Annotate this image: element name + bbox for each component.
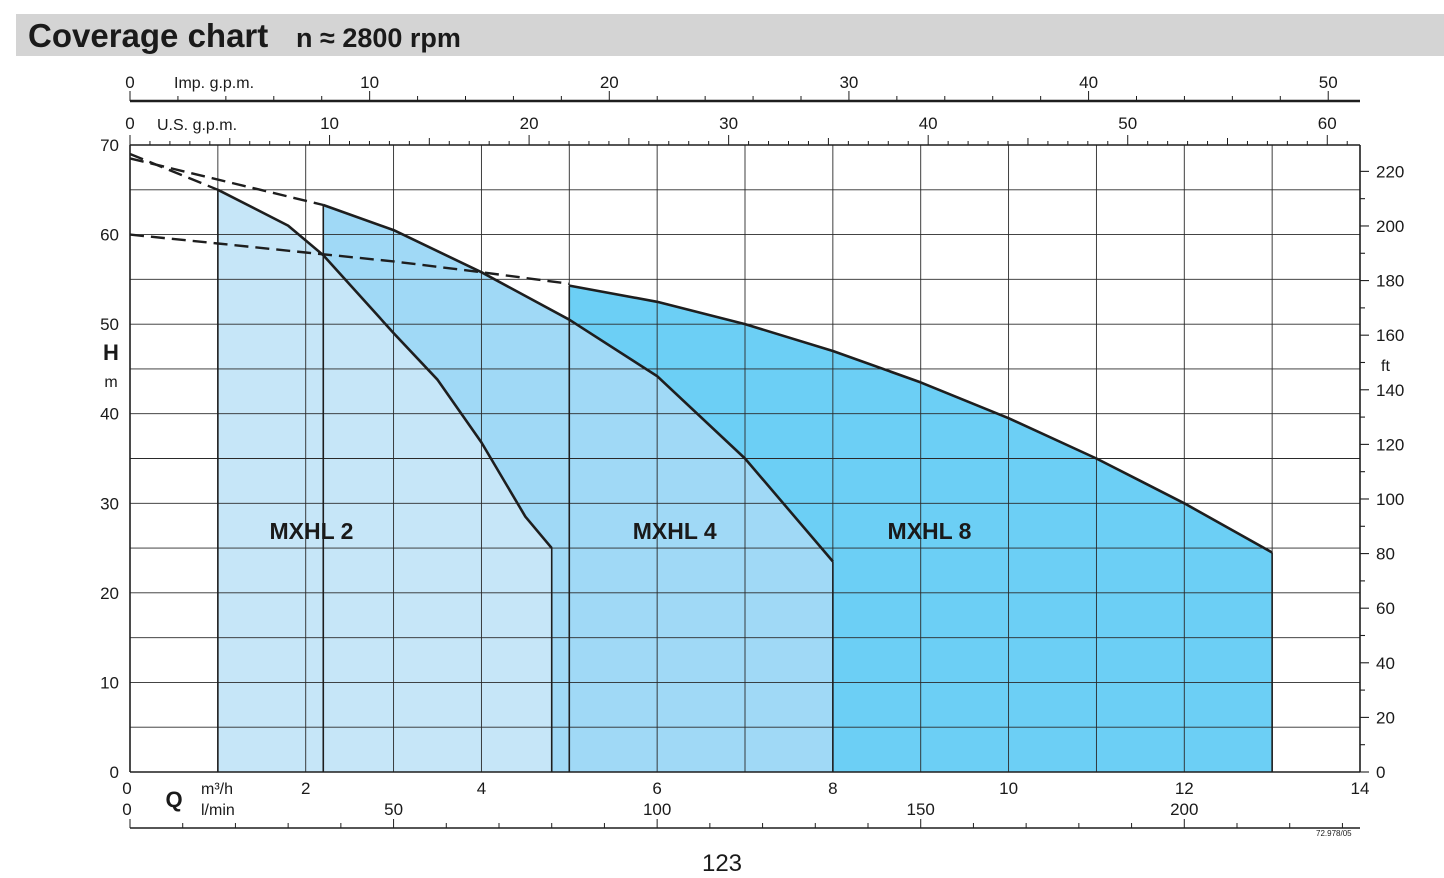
impgpm-unit-label: Imp. g.p.m.: [174, 75, 254, 92]
ft-tick-label: 200: [1376, 217, 1404, 236]
impgpm-tick-label: 30: [839, 73, 858, 92]
ft-tick-label: 0: [1376, 763, 1385, 782]
y-tick-label: 30: [100, 494, 119, 513]
y-axis-unit: m: [104, 374, 117, 391]
y-tick-label: 40: [100, 405, 119, 424]
impgpm-tick-label: 50: [1319, 73, 1338, 92]
title-bar: Coverage chart n ≈ 2800 rpm: [16, 14, 1444, 56]
impgpm-tick-label: 0: [125, 73, 134, 92]
axes-layer: [129, 91, 1369, 829]
lmin-tick-label: 0: [122, 800, 131, 819]
lmin-tick-label: 50: [384, 800, 403, 819]
impgpm-tick-label: 10: [360, 73, 379, 92]
x-tick-label: 10: [999, 779, 1018, 798]
usgpm-tick-label: 0: [125, 114, 134, 133]
usgpm-tick-label: 60: [1318, 114, 1337, 133]
y-tick-label: 0: [110, 763, 119, 782]
impgpm-tick-label: 40: [1079, 73, 1098, 92]
x-tick-label: 2: [301, 779, 310, 798]
extension-mxhl-4: [129, 157, 324, 207]
lmin-tick-label: 200: [1170, 800, 1198, 819]
chart-title: Coverage chart: [28, 17, 269, 54]
x-axis-unit-m3h: m³/h: [201, 781, 233, 798]
x-axis-label: Q: [165, 787, 182, 812]
impgpm-tick-label: 20: [600, 73, 619, 92]
ft-unit-label: ft: [1381, 358, 1390, 375]
usgpm-unit-label: U.S. g.p.m.: [157, 117, 237, 134]
ft-tick-label: 160: [1376, 326, 1404, 345]
y-axis-label: H: [103, 340, 119, 365]
series-label-mxhl-2: MXHL 2: [270, 518, 354, 544]
usgpm-tick-label: 50: [1118, 114, 1137, 133]
curve-mxhl-8: [569, 284, 1273, 554]
curve-mxhl-2: [217, 188, 553, 549]
extension-mxhl-2: [129, 152, 219, 191]
x-tick-label: 0: [122, 779, 131, 798]
lower-bound-mxhl-4: [129, 233, 570, 285]
curve-layer: [129, 152, 1273, 772]
ft-tick-label: 80: [1376, 545, 1395, 564]
ft-tick-label: 220: [1376, 162, 1404, 181]
chart-subtitle: n ≈ 2800 rpm: [296, 23, 461, 53]
x-tick-label: 12: [1175, 779, 1194, 798]
ft-tick-label: 100: [1376, 490, 1404, 509]
x-tick-label: 14: [1351, 779, 1370, 798]
ft-tick-label: 40: [1376, 654, 1395, 673]
usgpm-tick-label: 30: [719, 114, 738, 133]
lmin-tick-label: 100: [643, 800, 671, 819]
ft-tick-label: 120: [1376, 435, 1404, 454]
page-number: 123: [701, 850, 743, 877]
x-tick-label: 8: [828, 779, 837, 798]
ft-tick-label: 60: [1376, 599, 1395, 618]
x-tick-label: 6: [652, 779, 661, 798]
y-tick-label: 10: [100, 673, 119, 692]
x-axis-unit-lmin: l/min: [201, 802, 235, 819]
y-tick-label: 70: [100, 136, 119, 155]
label-layer: 010203040506070Hm02040608010012014016018…: [100, 73, 1404, 819]
ft-tick-label: 20: [1376, 708, 1395, 727]
reference-code: 72.978/05: [1316, 829, 1352, 838]
y-tick-label: 60: [100, 226, 119, 245]
series-label-mxhl-8: MXHL 8: [888, 518, 972, 544]
ft-tick-label: 140: [1376, 381, 1404, 400]
usgpm-tick-label: 10: [320, 114, 339, 133]
usgpm-tick-label: 20: [520, 114, 539, 133]
x-tick-label: 4: [477, 779, 486, 798]
series-label-mxhl-4: MXHL 4: [633, 518, 717, 544]
usgpm-tick-label: 40: [919, 114, 938, 133]
lmin-tick-label: 150: [907, 800, 935, 819]
y-tick-label: 50: [100, 315, 119, 334]
area-mxhl-2: [217, 189, 552, 773]
y-tick-label: 20: [100, 584, 119, 603]
ft-tick-label: 180: [1376, 272, 1404, 291]
